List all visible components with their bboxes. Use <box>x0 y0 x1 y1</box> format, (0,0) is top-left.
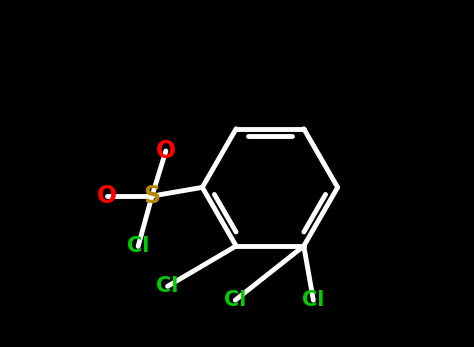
Text: Cl: Cl <box>127 236 149 256</box>
Text: Cl: Cl <box>302 290 325 310</box>
Text: Cl: Cl <box>156 276 179 296</box>
Text: Cl: Cl <box>224 290 246 310</box>
Text: O: O <box>97 184 117 208</box>
Text: S: S <box>144 184 161 208</box>
Text: O: O <box>156 139 176 163</box>
